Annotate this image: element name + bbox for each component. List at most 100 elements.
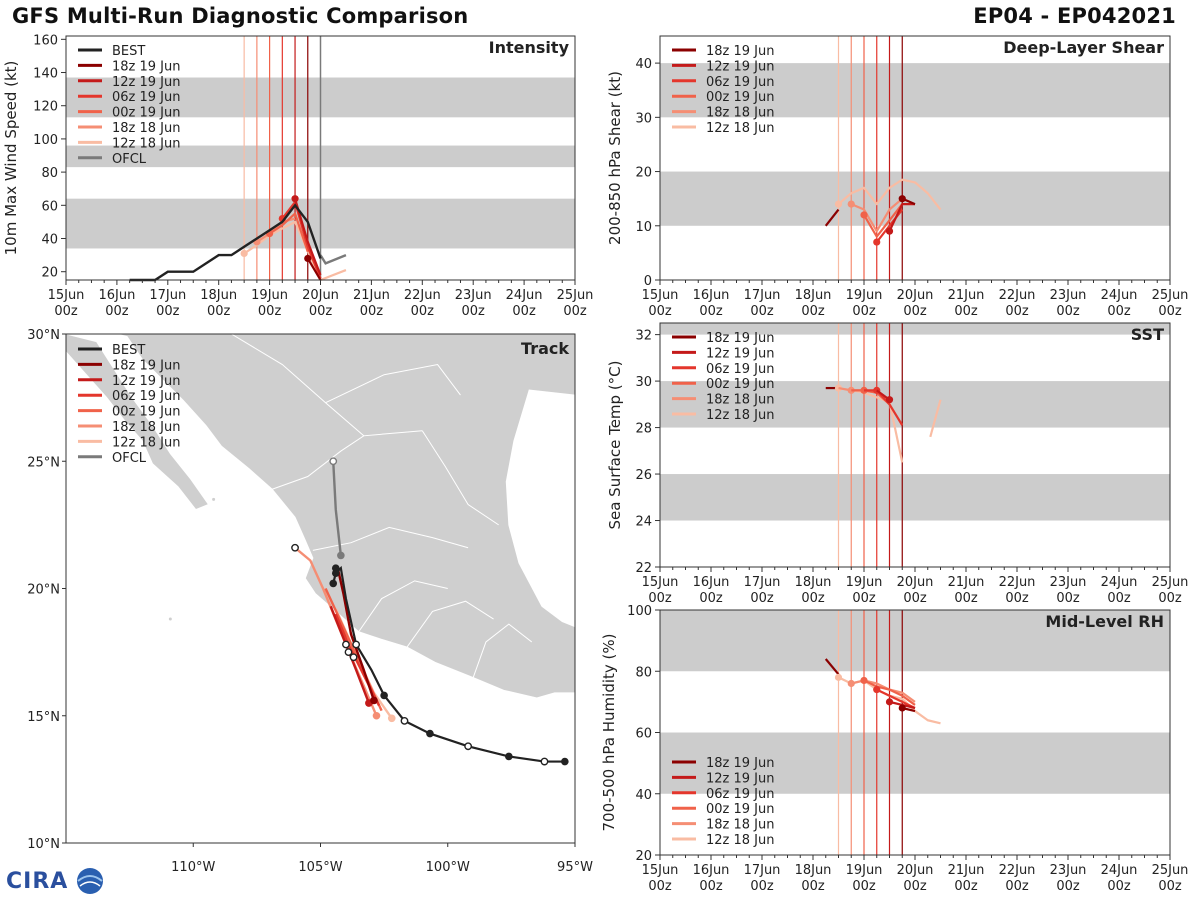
rh-x-tick-label: 00z <box>750 879 774 894</box>
rh-x-tick-label: 24Jun <box>1101 863 1138 878</box>
shear-y-axis-label: 200-850 hPa Shear (kt) <box>606 71 624 245</box>
track-legend-label: BEST <box>112 343 145 358</box>
shear-y-tick-label: 20 <box>635 166 652 181</box>
sst-band <box>660 474 1170 521</box>
sst-y-axis-label: Sea Surface Temp (°C) <box>606 360 624 529</box>
rh-x-tick-label: 00z <box>1005 879 1029 894</box>
intensity-legend-label: OFCL <box>112 152 147 167</box>
intensity-title: Intensity <box>489 38 570 57</box>
rh-y-tick-label: 60 <box>635 727 652 742</box>
state-border <box>231 334 365 437</box>
track-y-tick-label: 20°N <box>27 583 60 598</box>
track-best-point <box>505 752 513 761</box>
rh-y-tick-label: 40 <box>635 788 652 803</box>
intensity-x-tick-label: 00z <box>512 304 536 319</box>
shear-legend-label: 18z 19 Jun <box>706 44 775 59</box>
rh-x-tick-label: 00z <box>1056 879 1080 894</box>
state-border <box>421 430 499 526</box>
sst-legend-label: 18z 19 Jun <box>706 331 775 346</box>
shear-x-tick-label: 00z <box>1005 304 1029 319</box>
track-legend-label: 06z 19 Jun <box>112 389 181 404</box>
sst-legend-label: 00z 19 Jun <box>706 377 775 392</box>
intensity-y-tick-label: 20 <box>41 266 58 281</box>
track-y-tick-label: 25°N <box>27 455 60 470</box>
storm-id: EP04 - EP042021 <box>973 4 1176 28</box>
track-open-point <box>349 653 358 662</box>
sst-x-tick-label: 00z <box>852 591 876 606</box>
rh-series-line <box>863 679 916 706</box>
sst-x-tick-label: 24Jun <box>1101 575 1138 590</box>
intensity-legend-label: 18z 18 Jun <box>112 121 181 136</box>
shear-x-tick-label: 24Jun <box>1101 288 1138 303</box>
sst-x-tick-label: 23Jun <box>1050 575 1087 590</box>
sst-y-tick-label: 28 <box>635 422 652 437</box>
sst-x-tick-label: 21Jun <box>948 575 985 590</box>
intensity-best-line <box>129 203 322 282</box>
track-best-open-point <box>464 742 473 751</box>
sst-x-tick-label: 17Jun <box>744 575 781 590</box>
sst-x-tick-label: 00z <box>1158 591 1182 606</box>
track-ofcl-line <box>332 461 343 556</box>
intensity-x-tick-label: 15Jun <box>48 288 85 303</box>
shear-x-tick-label: 18Jun <box>795 288 832 303</box>
intensity-x-tick-label: 00z <box>360 304 384 319</box>
rh-x-tick-label: 25Jun <box>1152 863 1189 878</box>
intensity-x-tick-label: 21Jun <box>353 288 390 303</box>
shear-x-tick-label: 19Jun <box>846 288 883 303</box>
rh-series-line <box>876 688 916 709</box>
shear-series-line <box>837 178 942 211</box>
intensity-ofcl-line <box>319 253 347 265</box>
cira-logo-text: CIRA <box>6 869 69 894</box>
intensity-legend-label: BEST <box>112 44 145 59</box>
shear-title: Deep-Layer Shear <box>1003 38 1164 57</box>
baja-peninsula <box>66 334 210 511</box>
rh-x-tick-label: 17Jun <box>744 863 781 878</box>
track-best-point <box>561 757 569 766</box>
track-y-tick-label: 30°N <box>27 328 60 343</box>
track-open-point <box>291 543 299 552</box>
intensity-x-tick-label: 16Jun <box>98 288 135 303</box>
shear-y-tick-label: 30 <box>635 111 652 126</box>
sst-series-line <box>864 389 904 426</box>
track-y-tick-label: 15°N <box>27 710 60 725</box>
shear-x-tick-label: 00z <box>648 304 672 319</box>
intensity-panel: 15Jun00z16Jun00z17Jun00z18Jun00z19Jun00z… <box>2 33 593 319</box>
sst-band <box>660 381 1170 428</box>
rh-panel: 15Jun00z16Jun00z17Jun00z18Jun00z19Jun00z… <box>600 604 1188 894</box>
rh-y-tick-label: 100 <box>627 604 652 619</box>
rh-x-tick-label: 00z <box>699 879 723 894</box>
page-title: GFS Multi-Run Diagnostic Comparison <box>12 4 469 28</box>
shear-x-tick-label: 20Jun <box>897 288 934 303</box>
shear-series-point <box>898 195 906 203</box>
sst-legend-label: 12z 18 Jun <box>706 408 775 423</box>
island <box>168 617 172 621</box>
shear-y-tick-label: 0 <box>644 274 652 289</box>
shear-x-tick-label: 00z <box>954 304 978 319</box>
rh-x-tick-label: 00z <box>903 879 927 894</box>
rh-y-tick-label: 80 <box>635 665 652 680</box>
rh-x-tick-label: 20Jun <box>897 863 934 878</box>
intensity-series-line <box>281 200 322 279</box>
track-legend-label: OFCL <box>112 451 147 466</box>
intensity-x-tick-label: 19Jun <box>251 288 288 303</box>
sst-x-tick-label: 00z <box>954 591 978 606</box>
rh-legend-label: 00z 19 Jun <box>706 802 775 817</box>
intensity-x-tick-label: 00z <box>156 304 180 319</box>
sst-x-tick-label: 00z <box>801 591 825 606</box>
sst-x-tick-label: 00z <box>1107 591 1131 606</box>
intensity-series-line <box>268 212 309 253</box>
intensity-x-tick-label: 00z <box>309 304 333 319</box>
track-run-line <box>337 570 376 701</box>
rh-x-tick-label: 16Jun <box>693 863 730 878</box>
shear-x-tick-label: 21Jun <box>948 288 985 303</box>
shear-panel: 15Jun00z16Jun00z17Jun00z18Jun00z19Jun00z… <box>606 35 1188 319</box>
rh-x-tick-label: 21Jun <box>948 863 985 878</box>
shear-y-tick-label: 10 <box>635 220 652 235</box>
shear-y-tick-label: 40 <box>635 57 652 72</box>
intensity-y-tick-label: 160 <box>33 33 58 48</box>
track-x-tick-label: 105°W <box>298 860 342 875</box>
intensity-x-tick-label: 22Jun <box>404 288 441 303</box>
shear-x-tick-label: 17Jun <box>744 288 781 303</box>
intensity-x-tick-label: 24Jun <box>506 288 543 303</box>
rh-legend-label: 18z 19 Jun <box>706 756 775 771</box>
